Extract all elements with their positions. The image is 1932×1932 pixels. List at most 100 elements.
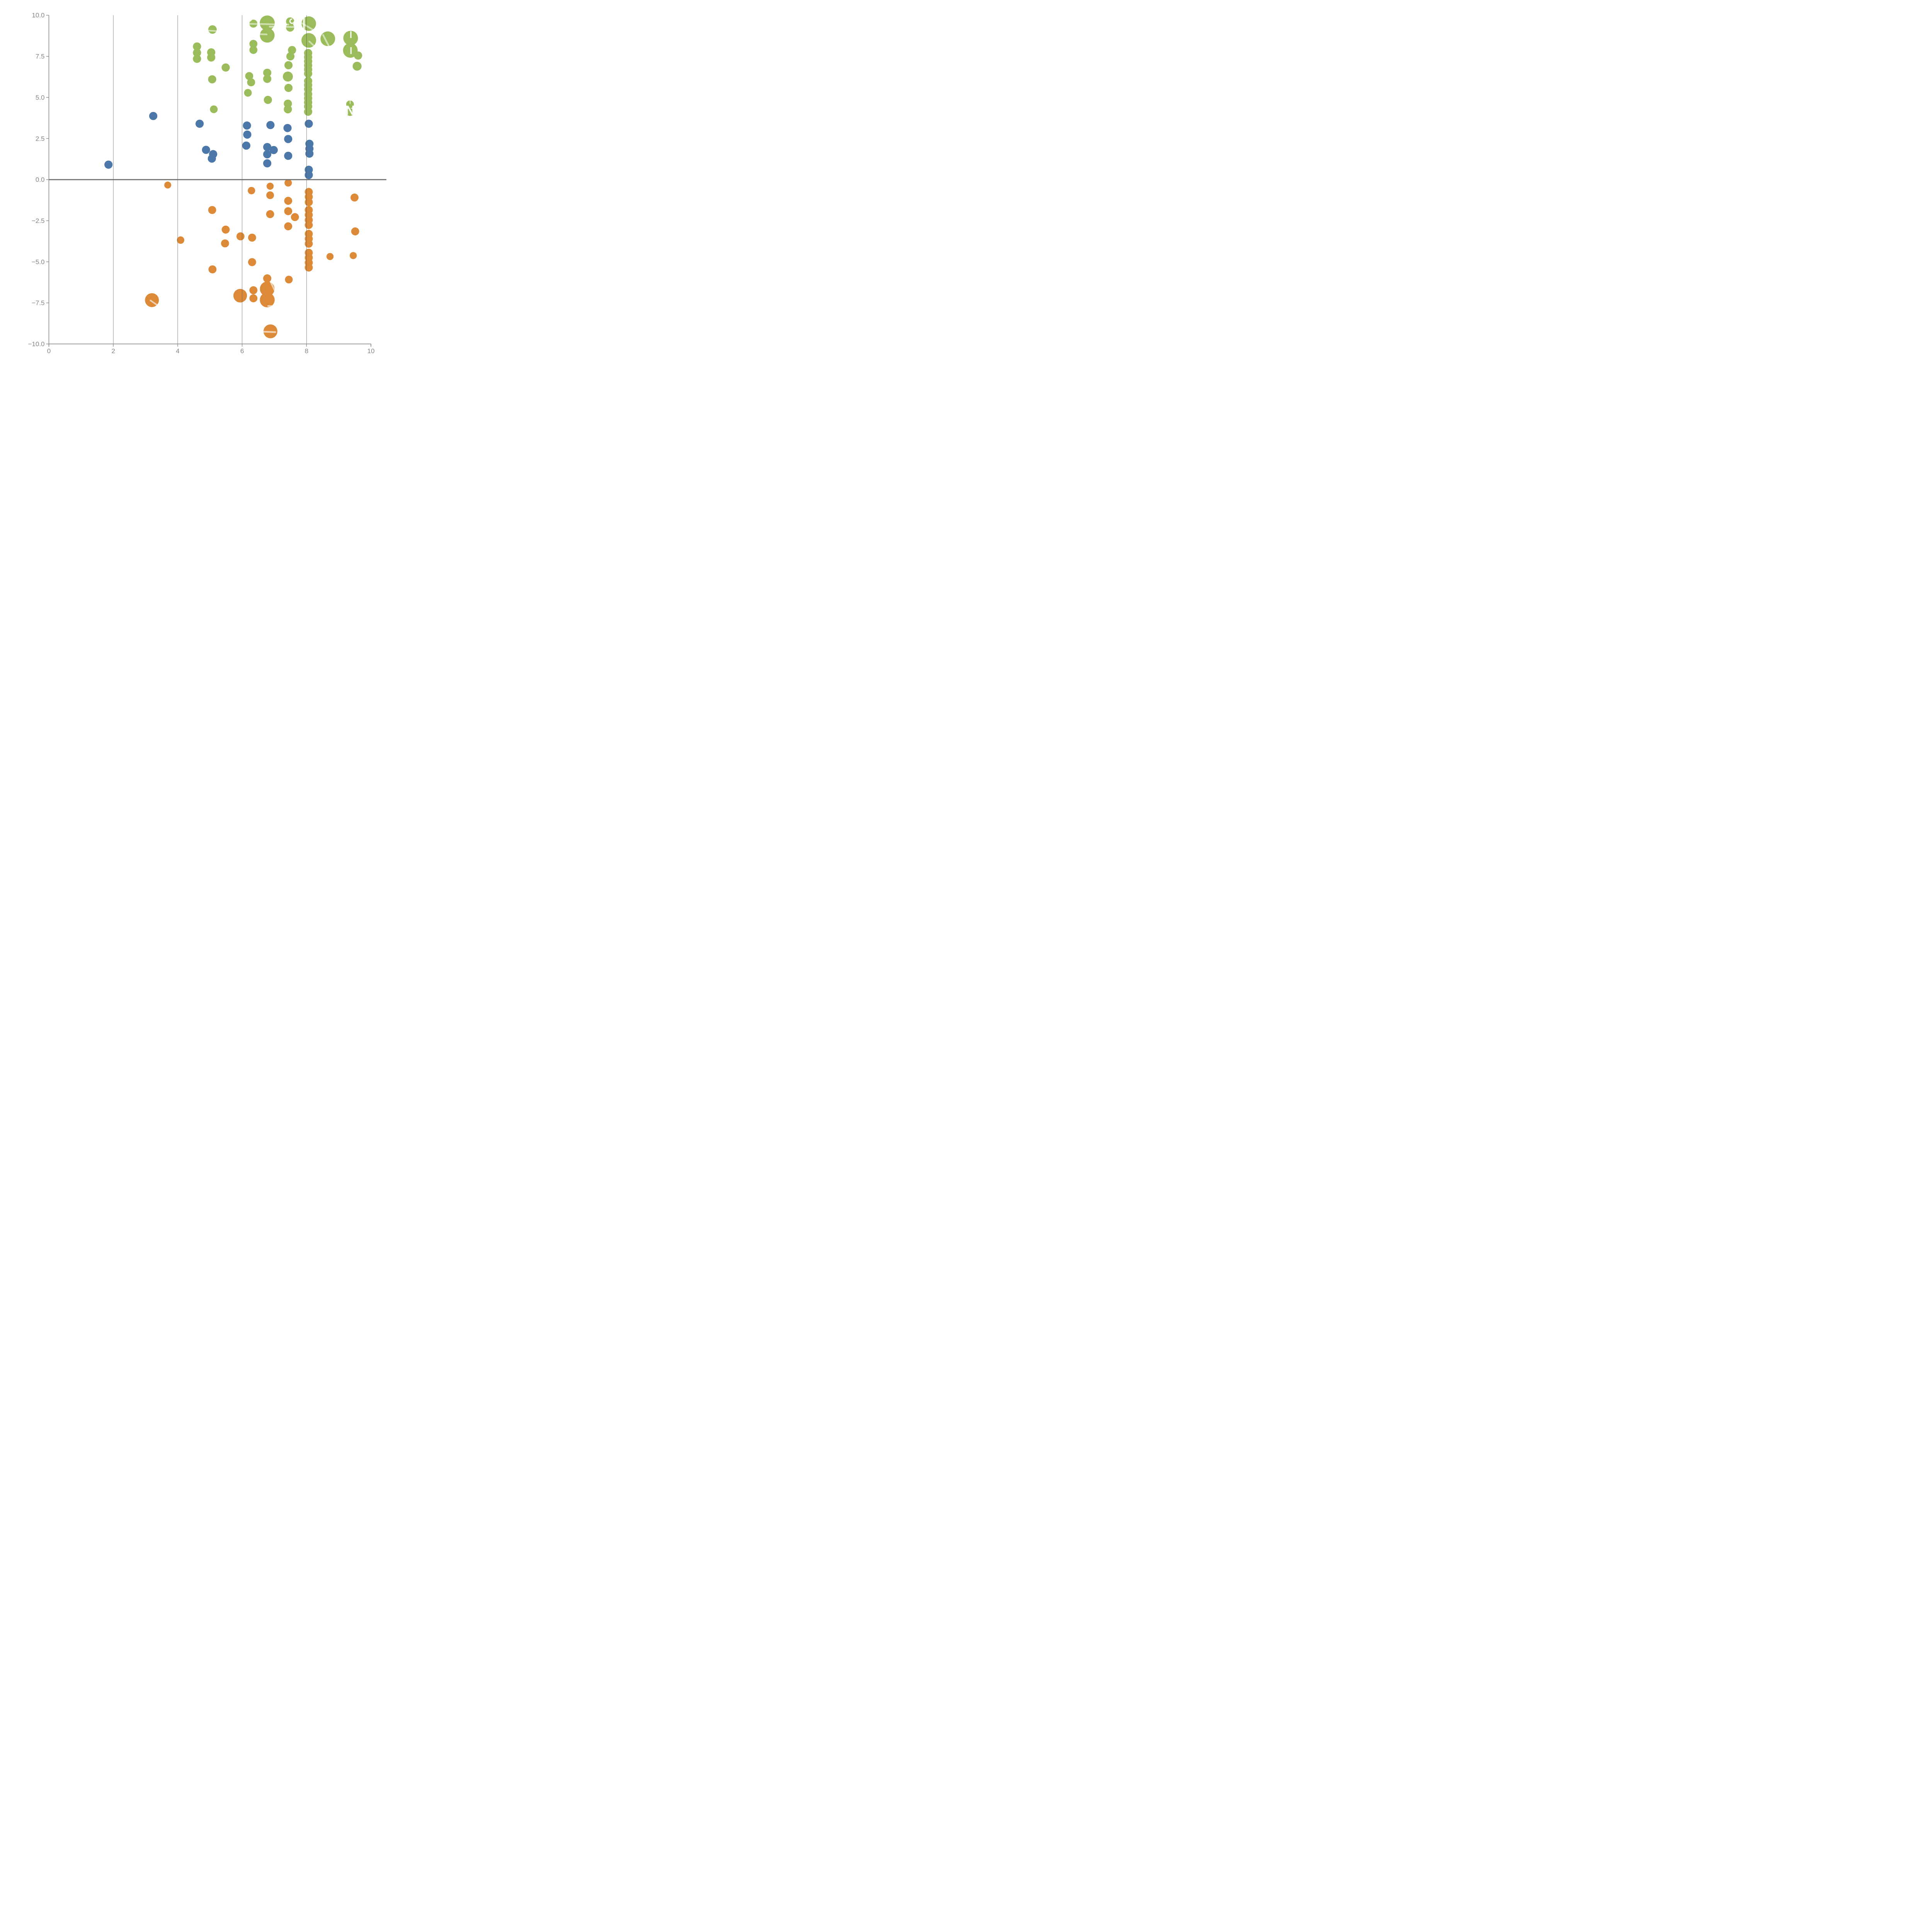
- green-bubble: [288, 46, 296, 54]
- green-bubble: [193, 48, 201, 57]
- green-bubble: [221, 63, 230, 72]
- white-ring-fragment: [247, 16, 252, 22]
- orange-bubble: [304, 221, 313, 229]
- green-bubble: [343, 31, 358, 46]
- y-tick-label-2.5: 2.5: [36, 135, 45, 142]
- orange-bubble: [291, 213, 299, 221]
- y-tick-label-5.0: 5.0: [36, 94, 45, 101]
- orange-bubble: [350, 193, 359, 202]
- orange-bubble: [249, 286, 258, 294]
- white-stroke-fragment: [322, 34, 330, 47]
- green-bubble: [346, 100, 354, 108]
- green-bubble: [244, 89, 252, 97]
- green-bubble: [249, 40, 258, 48]
- orange-bubble: [260, 281, 275, 296]
- green-bubble: [284, 83, 293, 92]
- green-bubble: [286, 52, 295, 61]
- orange-bubble: [266, 191, 274, 199]
- green-bubble: [284, 61, 293, 70]
- green-bubble: [283, 71, 293, 82]
- green-bubble: [284, 105, 292, 114]
- green-bubble: [249, 46, 258, 54]
- orange-bubble: [260, 293, 275, 308]
- green-bubble: [210, 105, 218, 113]
- blue-bubble: [104, 160, 113, 169]
- blue-bubble: [269, 146, 278, 154]
- x-tick-label-6: 6: [240, 347, 244, 355]
- blue-bubble: [243, 121, 251, 130]
- y-tick-label-7.5: 7.5: [36, 53, 45, 60]
- y-tick-label-−2.5: −2.5: [32, 217, 45, 224]
- orange-bubble: [221, 239, 229, 248]
- blue-bubble: [304, 171, 313, 179]
- x-tick-label-10: 10: [367, 347, 375, 355]
- blue-bubble: [266, 121, 275, 129]
- orange-bubble: [248, 258, 256, 266]
- green-bubble: [208, 25, 217, 34]
- green-bubble: [346, 108, 354, 116]
- orange-bubble: [284, 207, 293, 215]
- green-bubble: [260, 28, 275, 43]
- blue-bubble: [283, 124, 292, 132]
- x-tick-label-4: 4: [176, 347, 179, 355]
- green-bubble: [264, 95, 272, 104]
- y-tick-label-0.0: 0.0: [36, 176, 45, 184]
- orange-bubble: [284, 179, 292, 187]
- green-bubble: [263, 75, 272, 83]
- orange-bubble: [304, 240, 313, 248]
- green-bubble: [304, 107, 313, 116]
- green-bubble: [193, 54, 201, 63]
- orange-bubble: [221, 225, 230, 234]
- x-tick-label-0: 0: [47, 347, 51, 355]
- x-tick-label-8: 8: [305, 347, 308, 355]
- y-tick-label-−10.0: −10.0: [28, 340, 44, 348]
- white-stroke-fragment: [308, 41, 315, 47]
- orange-bubble: [236, 232, 245, 240]
- bubble-chart-canvas: N 0 2 4 6 8 10 10.0 7.5 5.0 2.5 0.0 −2.5 −5.0 −7.5 −10.…: [0, 0, 386, 386]
- blue-bubble: [263, 159, 272, 168]
- orange-bubble: [248, 233, 256, 242]
- orange-bubble: [177, 236, 184, 244]
- blue-bubble: [263, 150, 272, 158]
- white-letter-fragment: N: [345, 103, 355, 118]
- orange-bubble: [350, 252, 357, 259]
- white-bar-fragment: [350, 47, 352, 54]
- blue-bubble: [202, 146, 210, 154]
- orange-bubble: [304, 198, 313, 206]
- white-stroke-fragment: [267, 305, 288, 308]
- y-tick-label-−7.5: −7.5: [32, 299, 45, 307]
- green-bubble: [193, 42, 201, 51]
- green-bubble: [284, 99, 292, 108]
- blue-bubble: [243, 130, 252, 139]
- green-bubble: [208, 75, 216, 83]
- green-bubble: [245, 72, 253, 80]
- orange-bubble: [233, 289, 247, 303]
- orange-bubble: [164, 181, 172, 189]
- white-stroke-fragment: [245, 23, 289, 26]
- blue-bubble: [304, 119, 313, 128]
- orange-bubble: [351, 227, 359, 236]
- blue-bubble: [195, 119, 204, 128]
- green-bubble: [301, 16, 316, 31]
- orange-bubble: [248, 187, 255, 194]
- white-stroke-fragment: [270, 282, 276, 293]
- white-stroke-fragment: [150, 299, 158, 306]
- y-tick-label-−5.0: −5.0: [32, 258, 45, 265]
- orange-bubble: [249, 294, 258, 303]
- green-bubble: [304, 69, 313, 78]
- orange-bubble: [285, 276, 293, 284]
- green-bubble: [247, 78, 255, 87]
- green-bubble: [352, 61, 362, 71]
- orange-bubble: [208, 265, 217, 274]
- blue-bubble: [207, 154, 216, 163]
- green-bubble: [263, 68, 272, 77]
- white-ring-fragment: [289, 18, 295, 24]
- orange-bubble: [304, 264, 313, 272]
- blue-bubble: [149, 112, 158, 120]
- x-tick-label-2: 2: [111, 347, 115, 355]
- orange-bubble: [208, 206, 216, 214]
- green-bubble: [207, 53, 216, 62]
- orange-bubble: [284, 197, 293, 205]
- white-bar-fragment: [303, 18, 305, 34]
- white-bar-fragment: [350, 31, 352, 38]
